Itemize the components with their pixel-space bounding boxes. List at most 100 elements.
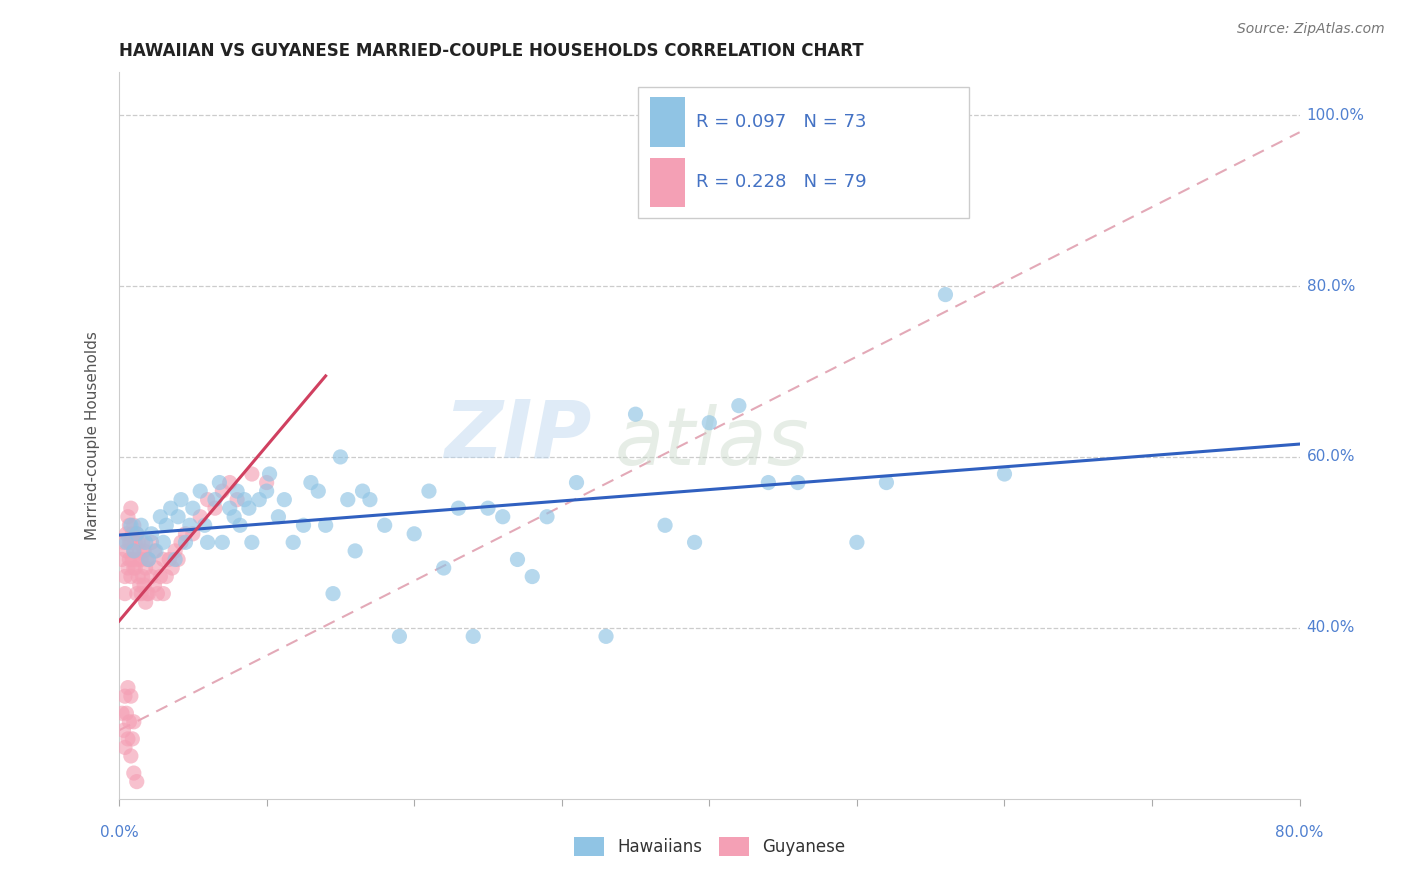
Point: [141, 535, 163, 549]
Point: [292, 518, 315, 533]
Point: [240, 535, 263, 549]
Point: [259, 467, 281, 481]
Point: [117, 681, 139, 695]
Point: [875, 475, 897, 490]
Point: [136, 587, 159, 601]
Point: [125, 526, 148, 541]
Point: [115, 544, 138, 558]
Point: [699, 416, 721, 430]
Legend: Hawaiians, Guyanese: Hawaiians, Guyanese: [567, 830, 852, 863]
Point: [111, 706, 134, 721]
Text: R = 0.097   N = 73: R = 0.097 N = 73: [696, 113, 866, 131]
Point: [121, 731, 143, 746]
Point: [121, 552, 143, 566]
Point: [145, 544, 167, 558]
Point: [114, 569, 136, 583]
Point: [194, 518, 217, 533]
Point: [506, 552, 529, 566]
Point: [197, 492, 219, 507]
Point: [111, 552, 134, 566]
Point: [211, 484, 233, 499]
Point: [117, 509, 139, 524]
Point: [141, 569, 163, 583]
Point: [152, 552, 174, 566]
Point: [124, 561, 146, 575]
Point: [492, 509, 515, 524]
Point: [307, 484, 329, 499]
Point: [256, 484, 278, 499]
Point: [624, 407, 647, 421]
Point: [128, 578, 150, 592]
Point: [845, 535, 868, 549]
Text: 0.0%: 0.0%: [100, 825, 138, 840]
Text: 80.0%: 80.0%: [1275, 825, 1324, 840]
Point: [447, 501, 470, 516]
Point: [404, 526, 426, 541]
Point: [388, 629, 411, 643]
Point: [143, 544, 166, 558]
Point: [135, 595, 157, 609]
Point: [174, 526, 197, 541]
Point: [121, 526, 143, 541]
Point: [129, 587, 152, 601]
Point: [138, 587, 160, 601]
Text: 40.0%: 40.0%: [1306, 620, 1355, 635]
Point: [165, 544, 187, 558]
Point: [141, 526, 163, 541]
Point: [129, 518, 152, 533]
Point: [128, 544, 150, 558]
Point: [131, 569, 153, 583]
Point: [117, 561, 139, 575]
Point: [124, 535, 146, 549]
Point: [197, 535, 219, 549]
Point: [283, 535, 305, 549]
Point: [170, 535, 193, 549]
Point: [122, 518, 145, 533]
Point: [114, 587, 136, 601]
Point: [204, 492, 226, 507]
Point: [226, 484, 249, 499]
Point: [226, 492, 249, 507]
Point: [522, 569, 544, 583]
Point: [344, 544, 367, 558]
Point: [114, 689, 136, 703]
Point: [118, 714, 141, 729]
Point: [120, 689, 142, 703]
Text: HAWAIIAN VS GUYANESE MARRIED-COUPLE HOUSEHOLDS CORRELATION CHART: HAWAIIAN VS GUYANESE MARRIED-COUPLE HOUS…: [120, 42, 863, 60]
Point: [727, 399, 749, 413]
Y-axis label: Married-couple Households: Married-couple Households: [86, 331, 100, 540]
Point: [122, 766, 145, 780]
Point: [595, 629, 617, 643]
Point: [122, 561, 145, 575]
Point: [229, 518, 252, 533]
Text: R = 0.228   N = 79: R = 0.228 N = 79: [696, 173, 866, 192]
Point: [374, 518, 396, 533]
Point: [174, 535, 197, 549]
Point: [143, 578, 166, 592]
Point: [115, 526, 138, 541]
Point: [565, 475, 588, 490]
Point: [136, 552, 159, 566]
Point: [218, 475, 240, 490]
Point: [120, 569, 142, 583]
Point: [352, 484, 374, 499]
Point: [120, 535, 142, 549]
Point: [315, 518, 337, 533]
Point: [155, 518, 177, 533]
Point: [112, 535, 135, 549]
Point: [170, 492, 193, 507]
Point: [120, 749, 142, 764]
Point: [463, 629, 485, 643]
Point: [786, 475, 808, 490]
Point: [256, 475, 278, 490]
Point: [179, 518, 201, 533]
Point: [654, 518, 676, 533]
Point: [167, 552, 190, 566]
Point: [145, 561, 167, 575]
Point: [359, 492, 381, 507]
Point: [299, 475, 322, 490]
Point: [122, 544, 145, 558]
Point: [204, 501, 226, 516]
Point: [683, 535, 706, 549]
Point: [149, 509, 172, 524]
